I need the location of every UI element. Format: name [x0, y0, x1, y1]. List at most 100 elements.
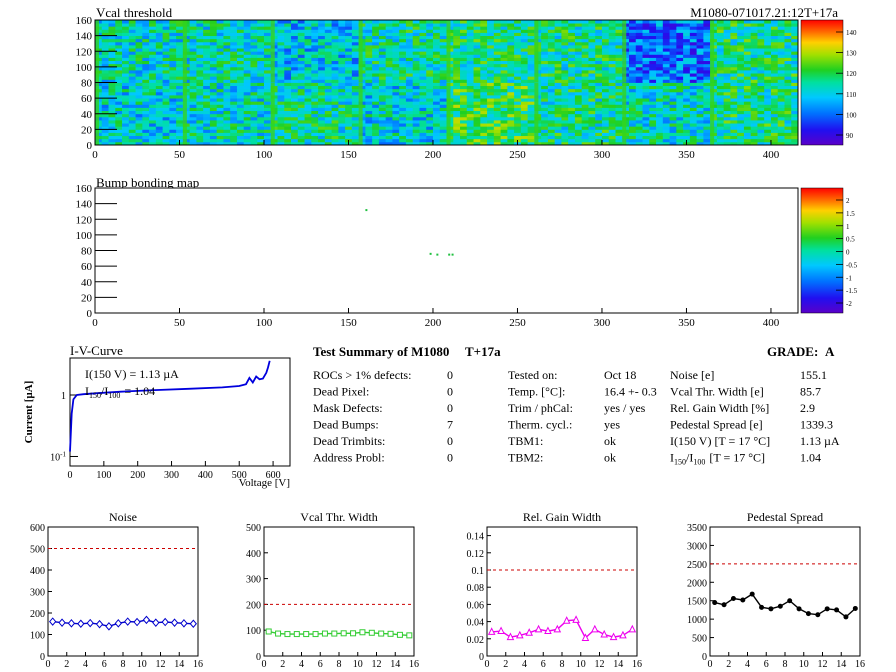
vcal-pixel-cell	[629, 126, 637, 130]
summary-label: Therm. cycl.:	[508, 418, 572, 432]
vcal-pixel-cell	[149, 107, 157, 112]
plot-x-tick-label: 10	[799, 659, 809, 670]
vcal-pixel-cell	[338, 38, 346, 43]
vcal-pixel-cell	[453, 110, 461, 115]
vcal-pixel-cell	[669, 135, 677, 140]
vcal-pixel-cell	[757, 66, 765, 71]
vcal-pixel-cell	[216, 85, 224, 90]
vcal-pixel-cell	[155, 35, 163, 40]
vcal-pixel-cell	[412, 116, 420, 121]
vcal-pixel-cell	[122, 107, 130, 112]
vcal-pixel-cell	[331, 98, 339, 102]
vcal-pixel-cell	[520, 63, 529, 68]
vcal-pixel-cell	[595, 54, 603, 58]
vcal-pixel-cell	[764, 23, 772, 27]
colorbar-tick-label: -1	[846, 274, 852, 282]
vcal-pixel-cell	[547, 101, 556, 105]
vcal-pixel-cell	[574, 26, 583, 30]
vcal-pixel-cell	[432, 101, 441, 105]
vcal-pixel-cell	[568, 79, 576, 83]
vcal-pixel-cell	[588, 60, 596, 65]
vcal-pixel-cell	[750, 123, 758, 127]
vcal-pixel-cell	[662, 51, 670, 55]
vcal-pixel-cell	[149, 123, 157, 127]
vcal-pixel-cell	[216, 82, 224, 87]
vcal-pixel-cell	[297, 141, 305, 145]
vcal-pixel-cell	[108, 23, 116, 27]
vcal-pixel-cell	[520, 26, 529, 30]
vcal-pixel-cell	[757, 51, 765, 55]
vcal-pixel-cell	[689, 66, 698, 71]
vcal-pixel-cell	[669, 101, 677, 105]
vcal-pixel-cell	[108, 120, 116, 124]
vcal-pixel-cell	[209, 141, 218, 145]
vcal-pixel-cell	[365, 135, 373, 140]
vcal-pixel-cell	[284, 141, 292, 145]
vcal-pixel-cell	[635, 32, 643, 37]
vcal-pixel-cell	[304, 66, 312, 71]
vcal-pixel-cell	[588, 126, 596, 130]
vcal-pixel-cell	[683, 41, 691, 46]
vcal-pixel-cell	[311, 57, 319, 62]
vcal-pixel-cell	[122, 132, 130, 137]
vcal-pixel-cell	[554, 23, 562, 27]
vcal-pixel-cell	[372, 76, 380, 80]
vcal-pixel-cell	[676, 54, 684, 58]
vcal-pixel-cell	[460, 110, 468, 115]
vcal-pixel-cell	[561, 20, 569, 24]
vcal-pixel-cell	[568, 120, 576, 124]
vcal-pixel-cell	[324, 138, 332, 143]
vcal-pixel-cell	[318, 26, 326, 30]
vcal-pixel-cell	[581, 123, 589, 127]
vcal-pixel-cell	[561, 88, 569, 93]
vcal-pixel-cell	[547, 110, 556, 115]
vcal-pixel-cell	[757, 85, 765, 90]
vcal-pixel-cell	[466, 113, 474, 118]
vcal-pixel-cell	[169, 129, 177, 133]
vcal-pixel-cell	[284, 73, 292, 77]
vcal-pixel-cell	[378, 98, 387, 102]
vcal-pixel-cell	[581, 38, 589, 43]
vcal-pixel-cell	[419, 135, 427, 140]
vcal-pixel-cell	[250, 138, 258, 143]
vcal-pixel-cell	[243, 32, 251, 37]
vcal-pixel-cell	[487, 60, 495, 65]
vcal-pixel-cell	[209, 51, 218, 55]
vcal-pixel-cell	[135, 66, 143, 71]
vcal-pixel-cell	[351, 38, 360, 43]
summary-value: 16.4 +- 0.3	[604, 385, 657, 399]
vcal-pixel-cell	[277, 57, 285, 62]
vcal-pixel-cell	[520, 95, 529, 99]
vcal-pixel-cell	[460, 38, 468, 43]
vcal-pixel-cell	[608, 132, 616, 137]
vcal-pixel-cell	[162, 57, 170, 62]
vcal-pixel-cell	[432, 32, 441, 37]
vcal-pixel-cell	[169, 29, 177, 33]
vcal-pixel-cell	[473, 110, 481, 115]
vcal-pixel-cell	[547, 51, 556, 55]
vcal-pixel-cell	[432, 20, 441, 24]
vcal-pixel-cell	[703, 91, 711, 96]
vcal-pixel-cell	[365, 60, 373, 65]
vcal-pixel-cell	[162, 88, 170, 93]
vcal-pixel-cell	[122, 32, 130, 37]
vcal-pixel-cell	[588, 29, 596, 33]
vcal-pixel-cell	[412, 110, 420, 115]
roc-edge-column	[710, 20, 715, 83]
vcal-pixel-cell	[101, 48, 109, 52]
vcal-pixel-cell	[669, 138, 677, 143]
vcal-pixel-cell	[737, 66, 745, 71]
vcal-pixel-cell	[439, 63, 447, 68]
vcal-pixel-cell	[581, 126, 589, 130]
vcal-pixel-cell	[176, 110, 184, 115]
vcal-pixel-cell	[338, 110, 346, 115]
vcal-pixel-cell	[656, 70, 664, 74]
vcal-pixel-cell	[453, 95, 461, 99]
vcal-pixel-cell	[176, 129, 184, 133]
vcal-pixel-cell	[770, 26, 779, 30]
vcal-pixel-cell	[703, 29, 711, 33]
vcal-pixel-cell	[561, 57, 569, 62]
vcal-pixel-cell	[676, 20, 684, 24]
vcal-pixel-cell	[318, 132, 326, 137]
vcal-pixel-cell	[743, 29, 752, 33]
